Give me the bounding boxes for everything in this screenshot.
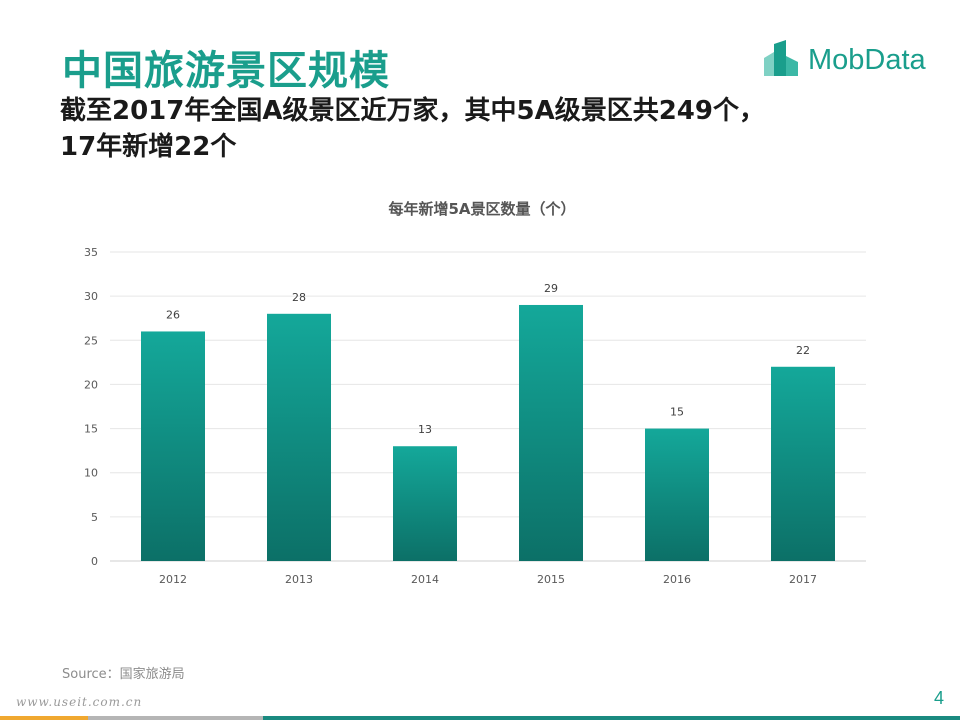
- bar-2014: [393, 446, 457, 561]
- data-label: 29: [544, 282, 558, 295]
- subtitle-line-2: 17年新增22个: [60, 132, 237, 162]
- y-tick-label: 35: [84, 246, 98, 259]
- bar-2017: [771, 366, 835, 561]
- mobdata-building-icon: [764, 40, 798, 76]
- grid-layer: [110, 251, 866, 562]
- data-label: 13: [418, 423, 432, 436]
- x-tick-label: 2015: [537, 573, 565, 586]
- y-tick-label: 25: [84, 334, 98, 347]
- bar-2015: [519, 304, 583, 561]
- y-tick-label: 0: [91, 555, 98, 568]
- data-label: 22: [796, 344, 810, 357]
- chart-title: 每年新增5A景区数量（个）: [388, 200, 575, 218]
- label-layer: 0 5 10 15 20 25 30 35 26 2012 28 2013 13 2014 29 2015 15…: [84, 246, 817, 586]
- band-segment-teal: [263, 716, 960, 720]
- y-tick-label: 15: [84, 423, 98, 436]
- mobdata-logo: MobData: [760, 38, 945, 82]
- subtitle-line-1: 截至2017年全国A级景区近万家，其中5A级景区共249个，: [60, 96, 765, 126]
- x-tick-label: 2017: [789, 573, 817, 586]
- x-tick-label: 2012: [159, 573, 187, 586]
- page-number: 4: [934, 688, 945, 708]
- x-tick-label: 2013: [285, 573, 313, 586]
- x-tick-label: 2014: [411, 573, 439, 586]
- y-tick-label: 20: [84, 378, 98, 391]
- band-segment-orange: [0, 716, 88, 720]
- bar-2012: [141, 331, 205, 561]
- watermark: www.useit.com.cn: [16, 695, 143, 709]
- bottom-color-band: [0, 716, 960, 720]
- logo-text: MobData: [808, 44, 926, 76]
- y-tick-label: 30: [84, 290, 98, 303]
- source-note: Source：国家旅游局: [62, 667, 185, 682]
- data-label: 15: [670, 406, 684, 419]
- data-label: 26: [166, 308, 180, 321]
- x-tick-label: 2016: [663, 573, 691, 586]
- y-tick-label: 5: [91, 511, 98, 524]
- page-title: 中国旅游景区规模: [62, 48, 390, 94]
- bar-2016: [645, 428, 709, 561]
- y-tick-label: 10: [84, 467, 98, 480]
- band-segment-gray: [88, 716, 263, 720]
- bar-layer: [141, 304, 835, 561]
- data-label: 28: [292, 291, 306, 304]
- bar-2013: [267, 313, 331, 561]
- subtitle: 截至2017年全国A级景区近万家，其中5A级景区共249个， 17年新增22个: [60, 93, 900, 165]
- bar-chart: 每年新增5A景区数量（个） 0 5 10 15 20 25 30 35 26 2012 28 2013…: [84, 200, 866, 586]
